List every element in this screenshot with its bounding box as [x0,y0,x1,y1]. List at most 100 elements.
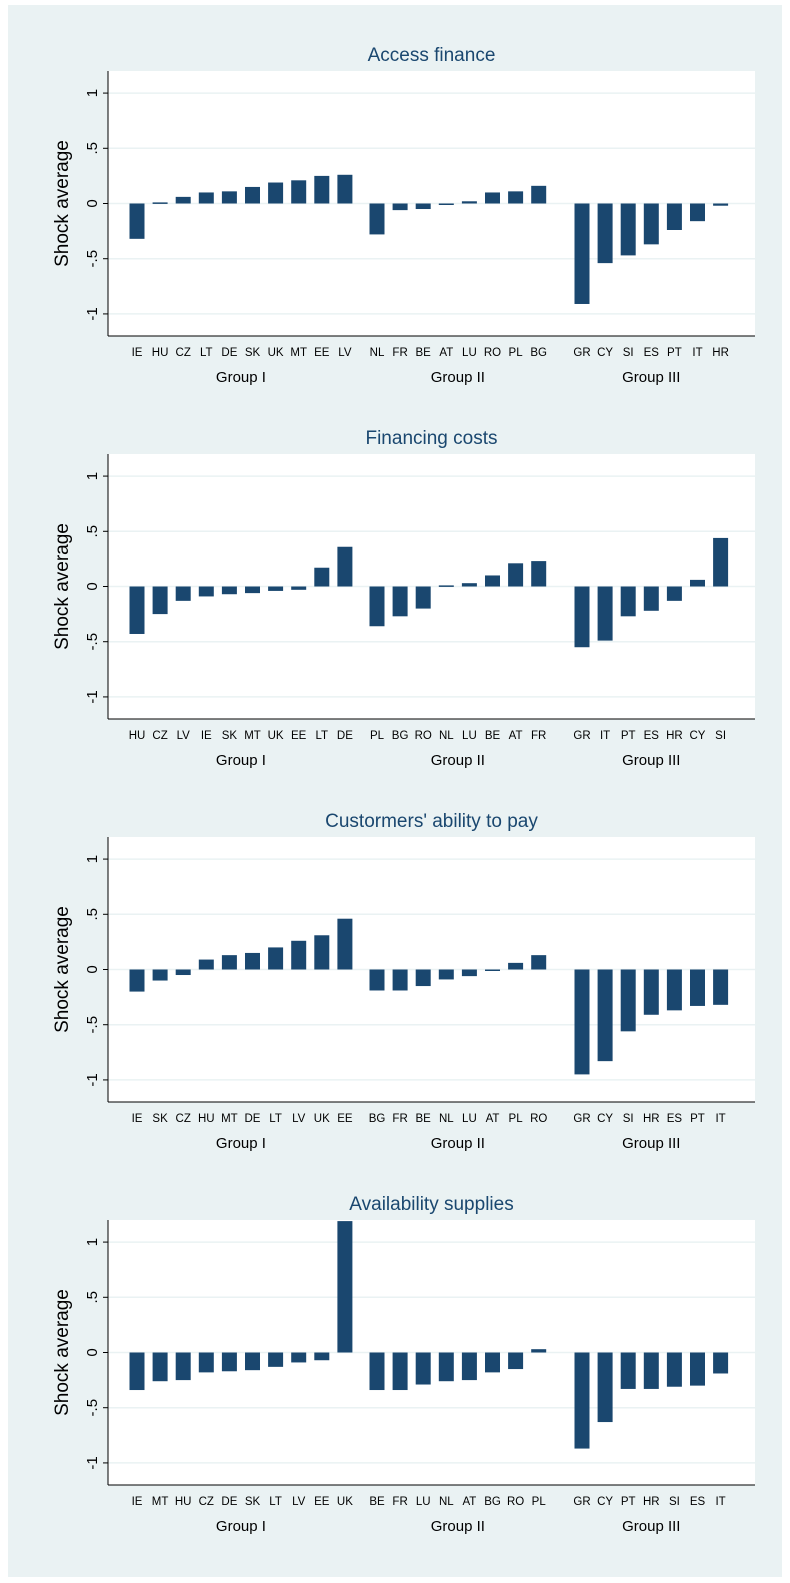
bar-es [666,969,682,1011]
bar-ro [531,955,547,970]
chart-panel-4: Availability supplies 1 .5 0 -.5 -1 Shock aver… [52,1194,755,1535]
group-label: Group I [216,1518,266,1535]
bar-de [221,191,237,204]
y-tick-label: -.5 [84,250,101,268]
group-label: Group III [622,1135,680,1152]
bar-es [643,586,659,611]
bar-pl [369,586,385,627]
x-tick-label: LT [269,1496,282,1508]
bar-be [369,1352,385,1391]
x-tick-label: SK [152,1113,168,1125]
x-tick-label: RO [484,347,501,359]
bar-ie [129,1352,145,1391]
bar-it [713,1352,729,1374]
x-tick-label: LT [316,730,329,742]
x-tick-label: LV [292,1113,306,1125]
x-tick-label: SI [623,347,634,359]
x-tick-label: BG [369,1113,386,1125]
bar-lu [461,969,477,977]
x-tick-label: CZ [152,730,167,742]
x-tick-label: CY [597,1496,613,1508]
x-tick-label: BE [369,1496,385,1508]
x-tick-label: LU [462,1113,477,1125]
bar-cy [690,579,705,587]
bar-cz [198,1352,214,1373]
x-tick-label: RO [415,730,432,742]
x-tick-label: UK [268,347,284,359]
bar-lu [461,583,477,587]
bar-pl [508,962,524,970]
bar-at [438,203,454,205]
bar-ee [291,586,307,590]
x-tick-label: PT [690,1113,705,1125]
x-tick-label: BG [392,730,409,742]
bar-fr [531,561,547,587]
bar-sk [221,586,237,595]
y-tick-label: 1 [84,1238,101,1246]
group-label: Group II [431,752,485,769]
x-tick-label: EE [314,1496,330,1508]
bar-si [620,969,636,1032]
bar-fr [392,203,408,211]
bar-mt [152,1352,168,1382]
chart-title: Availability supplies [349,1194,513,1215]
group-label: Group III [622,1518,680,1535]
y-tick-label: 1 [84,472,101,480]
bar-be [485,575,500,587]
bar-gr [574,969,590,1075]
bar-sk [245,1352,260,1371]
bar-at [461,1352,477,1381]
x-tick-label: BG [530,347,547,359]
y-tick-label: -1 [84,307,101,320]
bar-at [508,563,524,587]
x-tick-label: SI [623,1113,634,1125]
x-tick-label: HR [643,1113,660,1125]
bar-uk [268,182,284,204]
group-label: Group II [431,1518,485,1535]
bar-pl [531,1349,547,1353]
x-tick-label: PT [621,1496,636,1508]
x-tick-label: UK [337,1496,353,1508]
bar-lv [291,940,307,970]
x-tick-label: HR [712,347,729,359]
bar-bg [392,586,408,617]
y-tick-label: 0 [84,582,101,590]
bar-hu [152,202,168,204]
x-tick-label: CZ [176,1113,191,1125]
chart-title: Financing costs [365,428,497,449]
bar-ee [314,1352,330,1361]
y-tick-label: -.5 [84,633,101,651]
x-tick-label: SK [222,730,238,742]
bar-ro [508,1352,524,1370]
bar-cz [175,196,191,204]
x-tick-label: GR [573,1496,590,1508]
y-tick-label: .5 [84,525,101,538]
x-tick-label: IT [600,730,610,742]
bar-hr [713,203,729,206]
x-tick-label: MT [290,347,307,359]
x-tick-label: IE [132,1496,143,1508]
x-tick-label: GR [573,730,590,742]
bar-si [620,203,636,256]
bar-pt [620,1352,636,1389]
x-tick-label: RO [507,1496,524,1508]
bar-hu [198,959,214,970]
x-tick-label: LV [177,730,191,742]
x-tick-label: UK [268,730,284,742]
x-tick-label: PL [532,1496,547,1508]
group-label: Group III [622,752,680,769]
bar-lv [175,586,191,601]
x-tick-label: LT [269,1113,282,1125]
bar-ro [485,192,500,204]
y-axis-label: Shock average [52,906,73,1033]
bar-de [221,1352,237,1372]
x-tick-label: EE [291,730,307,742]
x-tick-label: DE [337,730,353,742]
x-tick-label: BE [416,347,432,359]
x-tick-label: NL [439,730,454,742]
bar-hr [643,1352,659,1389]
group-label: Group I [216,1135,266,1152]
bar-cz [152,586,168,615]
bar-hu [129,586,145,634]
bar-be [415,969,431,987]
